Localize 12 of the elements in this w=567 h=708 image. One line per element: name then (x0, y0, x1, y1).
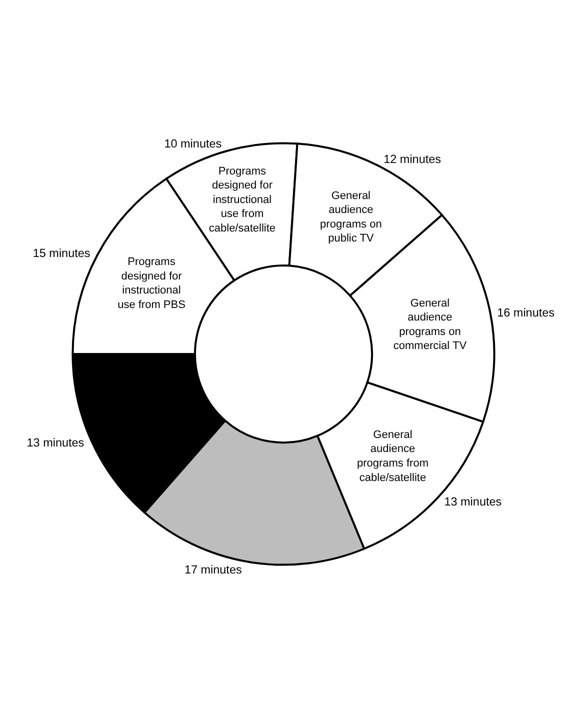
data-label: 15 minutes (32, 247, 90, 260)
slice-label: General audience programs from cable/satellite (356, 428, 429, 484)
data-label: 12 minutes (384, 152, 442, 166)
data-label: 13 minutes (26, 436, 84, 450)
slice-label: Programs designed for instructional use from PBS (118, 256, 186, 311)
data-label: 17 minutes (184, 563, 242, 576)
data-label: 10 minutes (164, 137, 222, 150)
data-label: 13 minutes (444, 496, 502, 509)
data-label: 16 minutes (497, 306, 555, 320)
slice-label: Programs designed for instructional use from cable/satellite (208, 165, 276, 235)
slice-label: General audience programs on commercial TV (393, 297, 468, 352)
slice-label: General audience programs on public TV (320, 190, 382, 245)
